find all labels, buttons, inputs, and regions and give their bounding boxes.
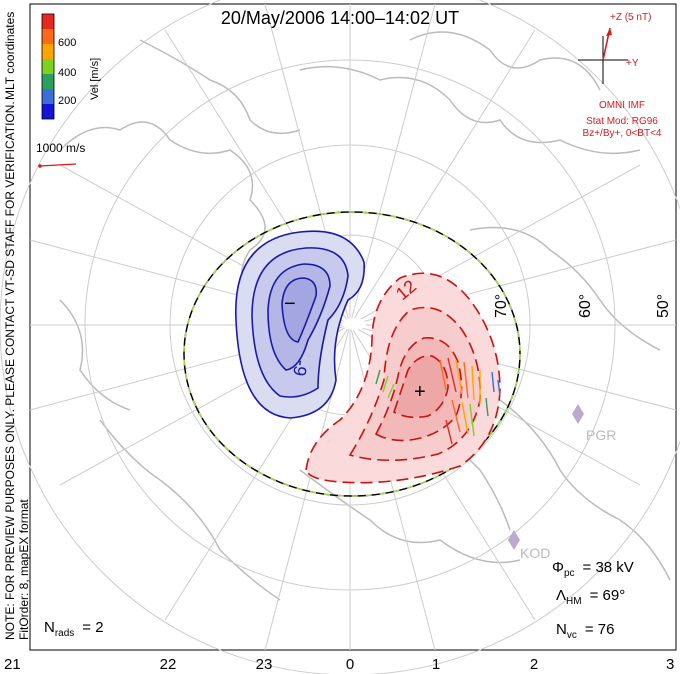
mlt-label-3: 3: [666, 656, 674, 673]
nrads-stat: Nrads = 2: [44, 619, 104, 639]
imf-clock: [578, 27, 628, 84]
station-kod: KOD: [508, 530, 550, 561]
colorbar-tick-400: 400: [58, 67, 76, 79]
velocity-vectors: [375, 357, 501, 445]
scale-vector: [39, 163, 77, 167]
imf-condition: Bz+/By+, 0<BT<4: [583, 128, 662, 139]
imf-source: OMNI IMF: [599, 100, 645, 111]
fit-order-note: FitOrder: 8, mapEX format: [17, 499, 31, 640]
lat-label-50: 50°: [655, 294, 672, 318]
negative-contour-label: -9: [289, 358, 311, 377]
scale-vector-label: 1000 m/s: [36, 141, 85, 155]
plot-frame: [29, 3, 677, 651]
colorbar-tick-600: 600: [58, 37, 76, 49]
station-pgr: PGR: [572, 404, 616, 443]
imf-z-label: +Z (5 nT): [610, 12, 651, 23]
mlt-label-2: 2: [530, 656, 538, 673]
preview-note: NOTE: FOR PREVIEW PURPOSES ONLY. PLEASE …: [3, 101, 17, 640]
lambda-hm-stat: ΛHM = 69°: [556, 587, 625, 607]
mlt-label-21: 21: [4, 656, 21, 673]
colorbar-label: Vel [m/s]: [89, 58, 101, 100]
imf-stat-mod: Stat Mod: RG96: [586, 116, 658, 127]
lat-label-60: 60°: [577, 294, 594, 318]
lat-label-70: 70°: [493, 294, 510, 318]
velocity-colorbar: [41, 13, 55, 120]
mlt-label-22: 22: [160, 656, 177, 673]
scale-vector-origin: [38, 164, 42, 168]
map-title: 20/May/2006 14:00–14:02 UT: [221, 8, 459, 28]
coordinates-label: MLT coordinates: [3, 12, 17, 100]
station-pgr-label: PGR: [586, 427, 616, 443]
mlt-label-1: 1: [432, 656, 440, 673]
phi-pc-stat: Φpc = 38 kV: [552, 559, 634, 579]
negative-potential-cell: [235, 230, 365, 419]
mlt-label-23: 23: [256, 656, 273, 673]
colorbar-tick-200: 200: [58, 95, 76, 107]
mlt-label-0: 0: [346, 656, 354, 673]
station-kod-label: KOD: [520, 545, 550, 561]
hm-boundary: [183, 211, 521, 497]
pole-gap: [342, 318, 366, 330]
coastlines: [59, 31, 671, 601]
nvc-stat: Nvc = 76: [556, 621, 614, 641]
imf-y-label: +Y: [626, 58, 639, 69]
potential-max-marker: +: [414, 381, 426, 403]
potential-min-marker: −: [284, 293, 296, 315]
